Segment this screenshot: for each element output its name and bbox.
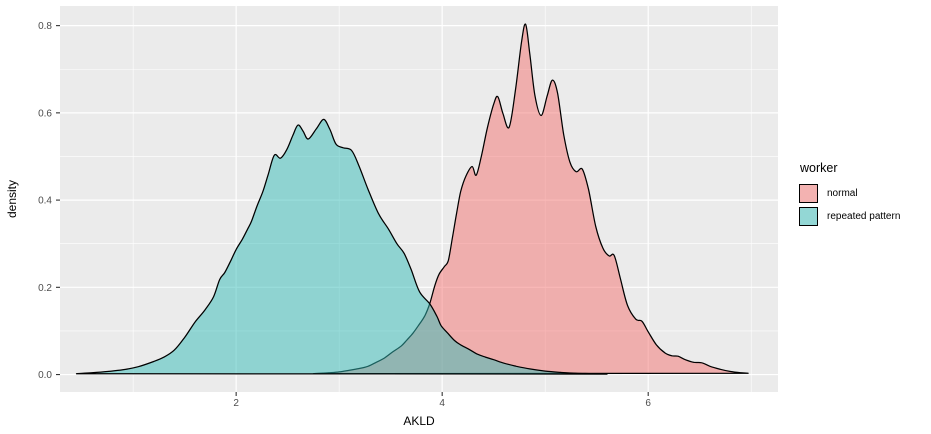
legend: worker normal repeated pattern	[799, 161, 900, 230]
x-tick-label: 4	[439, 398, 445, 409]
y-tick-label: 0.2	[38, 283, 52, 294]
x-tick-label: 6	[645, 398, 651, 409]
legend-label: normal	[827, 188, 858, 199]
density-areas	[75, 23, 749, 375]
y-tick-label: 0.4	[38, 196, 52, 207]
y-axis-title: density	[5, 180, 19, 218]
axis-tick-labels: 2 4 6 0.0 0.2 0.4 0.6 0.8	[38, 21, 651, 409]
x-axis-title: AKLD	[403, 414, 435, 428]
legend-key-normal-icon	[799, 184, 818, 203]
legend-title: worker	[800, 161, 838, 175]
legend-label: repeated pattern	[827, 211, 901, 222]
y-tick-label: 0.0	[38, 370, 52, 381]
x-tick-label: 2	[233, 398, 239, 409]
y-tick-label: 0.8	[38, 21, 52, 32]
density-area-repeated-pattern	[75, 118, 608, 375]
legend-item-repeated-pattern: repeated pattern	[799, 207, 900, 226]
y-tick-label: 0.6	[38, 108, 52, 119]
axis-tick-marks	[56, 25, 649, 396]
legend-key-repeated-pattern-icon	[799, 207, 818, 226]
legend-item-normal: normal	[799, 184, 900, 203]
